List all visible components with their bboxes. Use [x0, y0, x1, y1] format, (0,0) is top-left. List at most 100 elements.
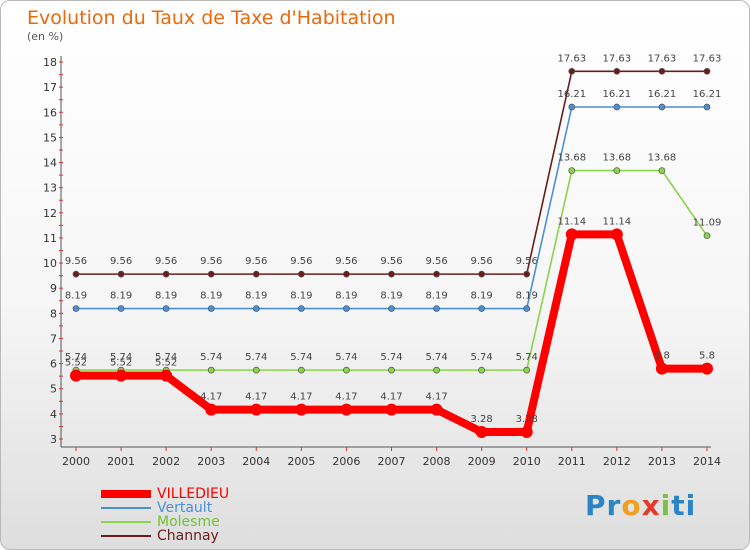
data-label: 3.28 [516, 414, 538, 425]
data-label: 4.17 [380, 392, 402, 403]
data-label: 17.63 [603, 53, 632, 64]
data-label: 5.74 [200, 352, 222, 363]
data-point [433, 366, 440, 374]
data-point [295, 403, 308, 416]
x-tick-label: 2005 [287, 455, 315, 468]
y-tick-label: 4 [50, 408, 57, 421]
x-tick-label: 2008 [423, 455, 451, 468]
data-label: 5.8 [699, 351, 715, 362]
legend-label: Molesme [157, 514, 220, 530]
y-tick-label: 16 [43, 106, 57, 119]
data-label: 8.19 [110, 291, 132, 302]
data-label: 8.19 [380, 291, 402, 302]
legend-item: VILLEDIEU [101, 486, 229, 502]
data-point [205, 403, 218, 416]
data-point [430, 403, 443, 416]
data-point [478, 305, 485, 312]
legend-item: Molesme [101, 514, 229, 530]
data-point [475, 425, 488, 438]
data-point [252, 305, 260, 312]
legend-swatch [101, 490, 151, 498]
legend-swatch [101, 521, 151, 523]
data-label: 17.63 [557, 53, 586, 64]
data-point [252, 366, 260, 374]
data-point [568, 103, 576, 111]
data-point [160, 369, 173, 382]
chart-title: Evolution du Taux de Taxe d'Habitation [27, 7, 396, 29]
x-tick-label: 2007 [378, 455, 406, 468]
data-label: 9.56 [425, 256, 447, 267]
data-point [703, 232, 711, 240]
data-point [523, 270, 531, 278]
data-point [72, 270, 80, 278]
data-point [613, 103, 621, 111]
data-label: 3.28 [471, 414, 493, 425]
data-point [388, 270, 395, 278]
data-point [340, 403, 353, 416]
data-point [298, 305, 305, 312]
data-point [207, 305, 215, 312]
data-label: 5.52 [110, 358, 132, 369]
data-label: 9.56 [110, 256, 132, 267]
data-point [207, 270, 215, 278]
data-label: 13.68 [603, 153, 632, 164]
data-label: 4.17 [335, 392, 357, 403]
data-label: 9.56 [65, 256, 87, 267]
data-label: 5.74 [245, 352, 267, 363]
series-line [75, 169, 708, 371]
proxiti-logo: Proxiti [585, 489, 697, 522]
data-label: 8.19 [65, 291, 87, 302]
series-line [75, 106, 708, 310]
data-point [658, 167, 666, 174]
data-point [655, 362, 668, 375]
data-point [343, 366, 350, 374]
data-label: 5.74 [380, 352, 402, 363]
data-label: 9.56 [471, 256, 493, 267]
data-label: 4.17 [245, 392, 267, 403]
data-label: 17.63 [648, 53, 677, 64]
data-point [613, 167, 621, 174]
y-tick-label: 6 [50, 358, 57, 371]
data-point [658, 103, 666, 111]
data-point [250, 403, 263, 416]
data-label: 5.74 [110, 352, 132, 363]
data-label: 5.74 [471, 352, 493, 363]
x-tick-label: 2001 [107, 455, 135, 468]
data-point [252, 270, 260, 278]
data-label: 8.19 [290, 291, 312, 302]
legend: VILLEDIEU Vertault Molesme Channay [101, 486, 229, 544]
y-tick-label: 15 [43, 131, 57, 144]
data-label: 5.74 [335, 352, 357, 363]
data-label: 8.19 [471, 291, 493, 302]
data-label: 9.56 [245, 256, 267, 267]
x-tick-label: 2000 [62, 455, 90, 468]
data-label: 5.74 [155, 352, 177, 363]
data-label: 9.56 [200, 256, 222, 267]
y-tick-label: 8 [50, 307, 57, 320]
legend-label: Channay [157, 528, 219, 544]
data-point [520, 425, 533, 438]
x-tick-label: 2014 [693, 455, 721, 468]
x-tick-label: 2004 [242, 455, 270, 468]
data-label: 5.74 [290, 352, 312, 363]
data-point [613, 67, 621, 75]
data-label: 13.68 [648, 153, 677, 164]
data-point [115, 369, 128, 382]
data-point [523, 366, 531, 374]
data-point [478, 366, 485, 374]
y-tick-label: 10 [43, 257, 57, 270]
legend-swatch [101, 507, 151, 509]
data-point [207, 366, 215, 374]
data-label: 5.74 [516, 352, 538, 363]
data-point [162, 305, 170, 312]
x-tick-label: 2003 [197, 455, 225, 468]
data-label: 9.56 [380, 256, 402, 267]
data-point [117, 270, 125, 278]
legend-label: Vertault [157, 500, 213, 516]
data-label: 16.21 [648, 89, 677, 100]
y-tick-label: 3 [50, 433, 57, 446]
data-point [162, 270, 170, 278]
data-point [388, 305, 395, 312]
legend-swatch [101, 535, 151, 537]
